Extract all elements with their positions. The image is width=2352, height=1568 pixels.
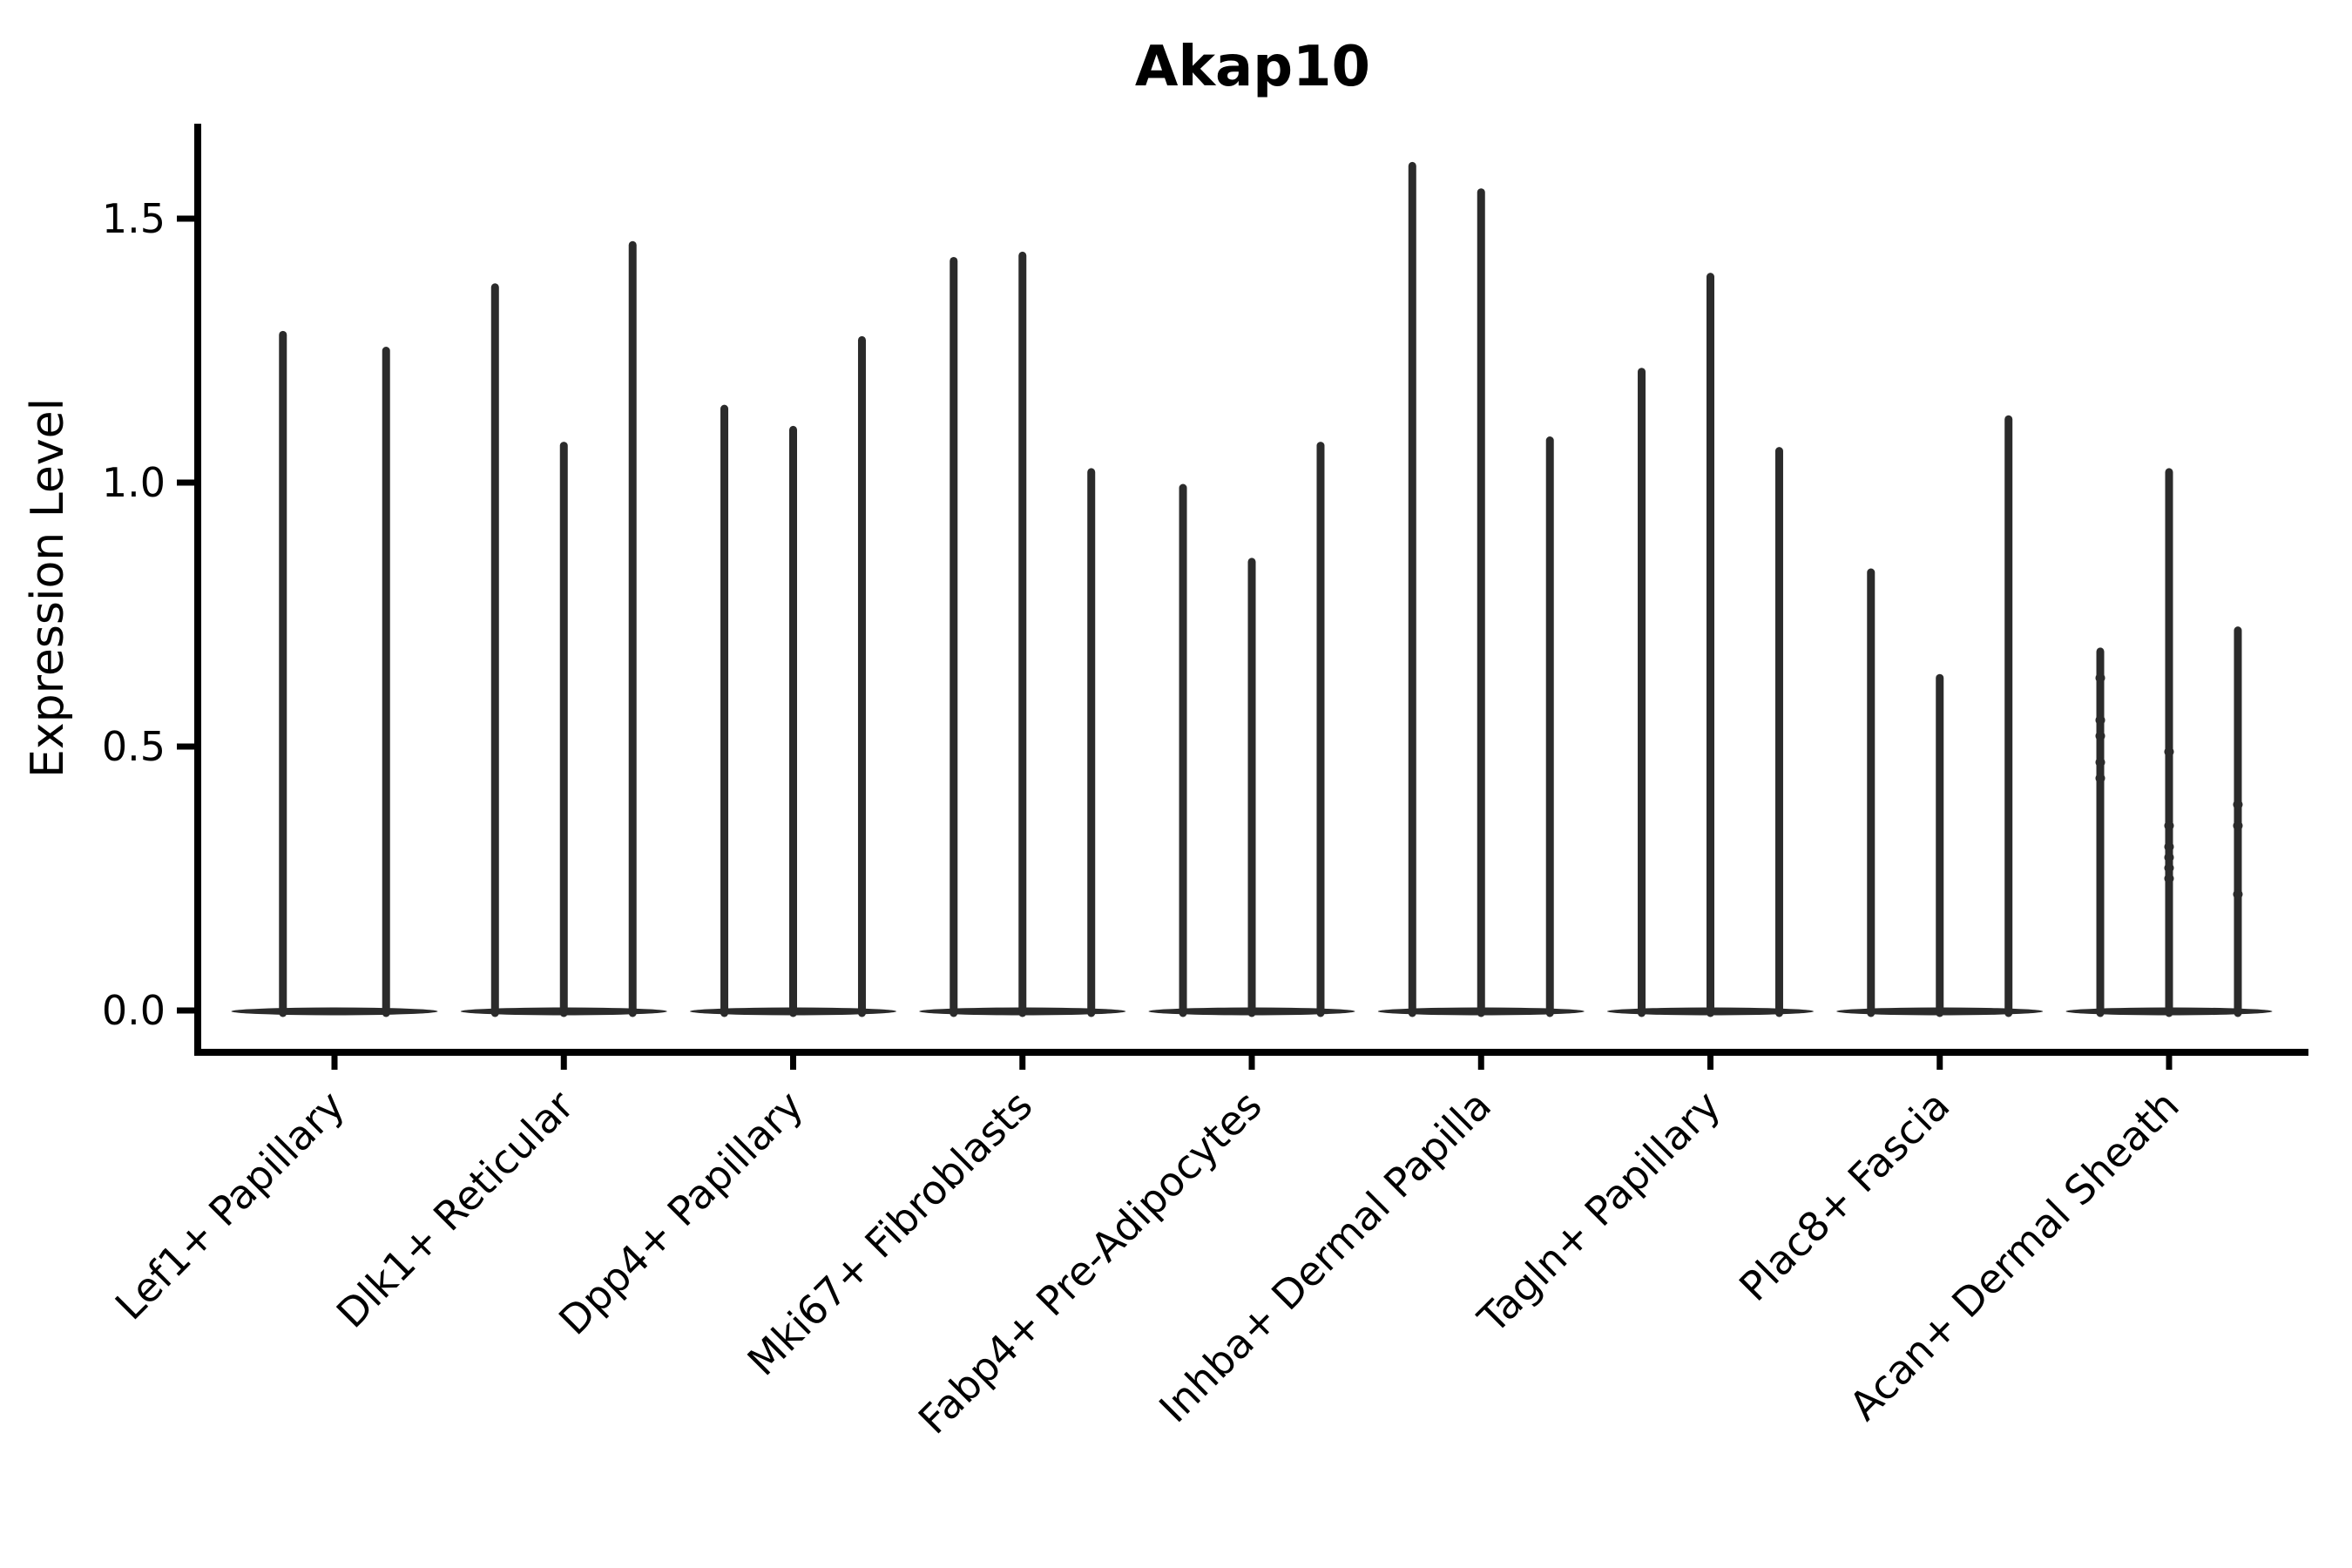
cell-dot	[2164, 841, 2174, 852]
x-tick-label: Plac8+ Fascia	[1730, 1082, 1958, 1310]
y-tick-label: 1.0	[102, 459, 166, 506]
cell-dot	[2164, 874, 2174, 883]
cell-dot	[2164, 821, 2174, 831]
y-axis-label: Expression Level	[22, 398, 74, 778]
x-tick-label: Tagln+ Papillary	[1469, 1082, 1730, 1343]
cell-dot	[2095, 715, 2105, 726]
cell-dot	[2164, 747, 2174, 757]
chart-title: Akap10	[1135, 35, 1370, 99]
violin-base	[231, 1007, 438, 1016]
cell-dot	[2095, 773, 2105, 783]
x-tick-label: Dpp4+ Papillary	[550, 1082, 812, 1344]
cell-dot	[2233, 889, 2243, 900]
y-tick-label: 0.5	[102, 723, 166, 770]
y-tick-label: 1.5	[102, 195, 166, 242]
cell-dot	[2233, 800, 2243, 810]
cell-dot	[2233, 821, 2243, 831]
cell-dot	[2164, 852, 2174, 862]
y-tick-label: 0.0	[102, 987, 166, 1034]
cell-dot	[2095, 672, 2105, 683]
cell-dot	[2095, 731, 2105, 741]
cell-dot	[2095, 757, 2105, 767]
x-tick-label: Dlk1+ Reticular	[328, 1082, 583, 1337]
cell-dot	[2164, 862, 2174, 873]
x-tick-label: Lef1+ Papillary	[106, 1082, 354, 1329]
